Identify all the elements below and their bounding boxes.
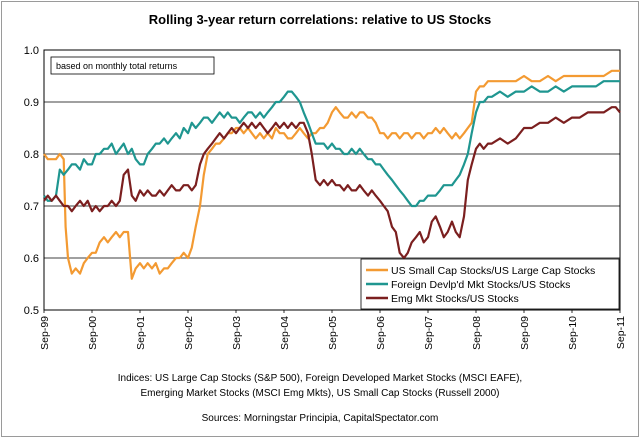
x-tick-label: Sep-00: [87, 316, 99, 350]
y-tick-label: 0.9: [24, 97, 39, 109]
x-axis-ticks: Sep-99 Sep-00 Sep-01 Sep-02 Sep-03 Sep-04 Sep-…: [39, 310, 627, 350]
y-tick-label: 1.0: [24, 45, 39, 57]
annotation-text: based on monthly total returns: [56, 61, 178, 71]
legend-label-1: US Small Cap Stocks/US Large Cap Stocks: [391, 265, 595, 277]
grid-lines: [44, 101, 620, 259]
series-line-2: [43, 80, 620, 208]
series-line-3: [43, 106, 621, 260]
x-tick-label: Sep-05: [327, 316, 339, 350]
series-line-1: [43, 69, 620, 280]
x-tick-label: Sep-08: [471, 316, 483, 350]
x-tick-label: Sep-10: [567, 316, 579, 350]
y-axis-ticks: 0.5 0.6 0.7 0.8 0.9 1.0: [24, 45, 39, 317]
footer-indices-line2: Emerging Market Stocks (MSCI Emg Mkts), …: [141, 388, 500, 399]
y-tick-label: 0.5: [24, 305, 39, 317]
footer-indices-line1: Indices: US Large Cap Stocks (S&P 500), …: [118, 373, 522, 384]
x-tick-label: Sep-11: [615, 316, 627, 349]
x-tick-label: Sep-04: [279, 316, 291, 350]
x-tick-label: Sep-09: [519, 316, 531, 350]
annotation-box: based on monthly total returns: [50, 56, 215, 75]
legend-label-3: Emg Mkt Stocks/US Stocks: [391, 293, 519, 305]
x-tick-label: Sep-06: [375, 316, 387, 350]
y-tick-label: 0.8: [24, 149, 39, 161]
x-tick-label: Sep-03: [231, 316, 243, 350]
legend: US Small Cap Stocks/US Large Cap Stocks F…: [360, 258, 620, 310]
x-tick-label: Sep-02: [183, 316, 195, 350]
legend-label-2: Foreign Devlp'd Mkt Stocks/US Stocks: [391, 279, 570, 291]
legend-box: [360, 258, 620, 310]
chart-title: Rolling 3-year return correlations: rela…: [149, 12, 491, 27]
series-lines: [43, 69, 621, 280]
x-tick-label: Sep-01: [135, 316, 147, 350]
y-tick-label: 0.7: [24, 201, 39, 213]
x-tick-label: Sep-07: [423, 316, 435, 350]
footer-sources: Sources: Morningstar Principia, CapitalS…: [202, 413, 439, 424]
y-tick-label: 0.6: [24, 253, 39, 265]
x-tick-label: Sep-99: [39, 316, 51, 350]
